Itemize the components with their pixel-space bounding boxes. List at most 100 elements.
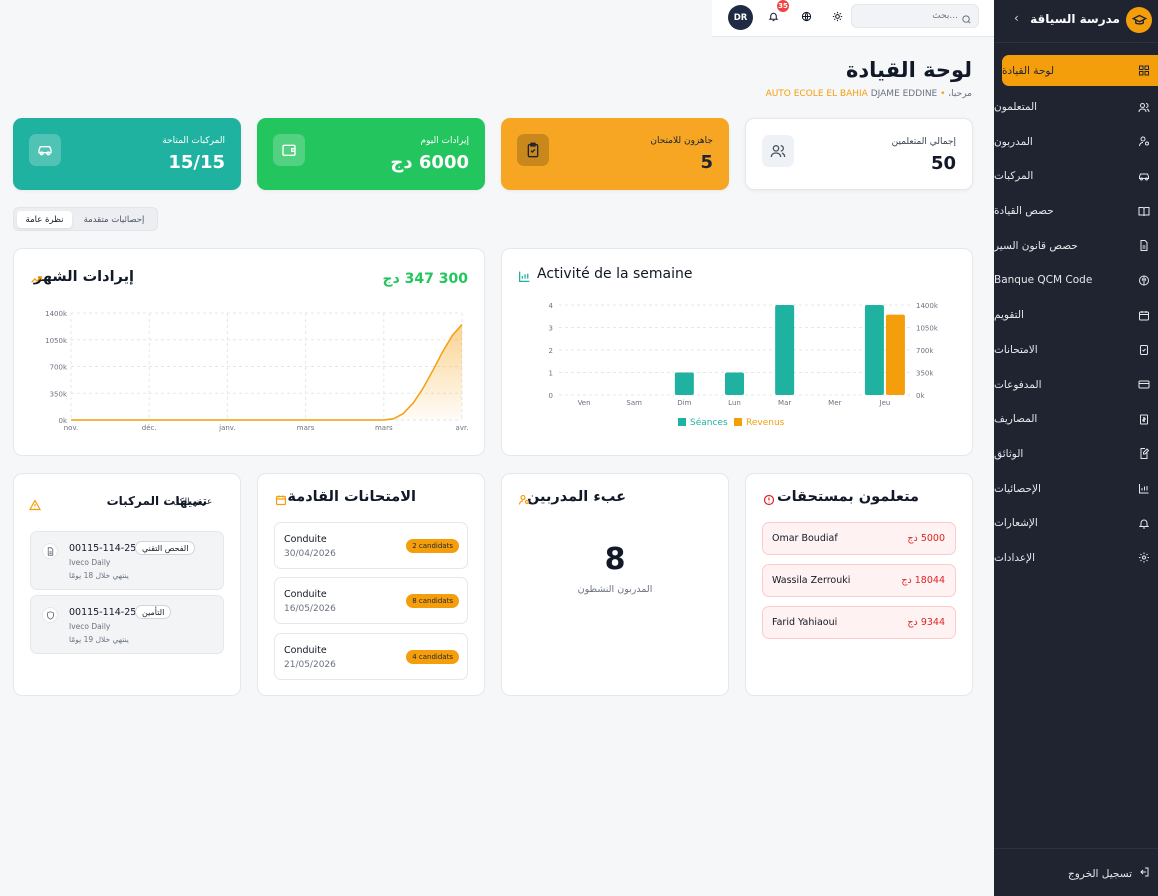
sidebar-item-exams[interactable]: الامتحانات: [994, 333, 1158, 368]
y-tick-label: 350k: [50, 390, 68, 398]
bar-seances: [725, 372, 744, 395]
sidebar-item-calendar[interactable]: التقويم: [994, 298, 1158, 333]
sidebar-item-expenses[interactable]: المصاريف: [994, 402, 1158, 437]
list-item[interactable]: Conduite 30/04/2026 2 candidats: [274, 522, 468, 569]
sidebar-item-learners[interactable]: المتعلمون: [994, 90, 1158, 125]
sidebar-item-code-lessons[interactable]: حصص قانون السير: [994, 228, 1158, 263]
stat-label: إيرادات اليوم: [420, 136, 470, 146]
exam-type: Conduite: [284, 589, 327, 600]
sidebar-item-label: الوثائق: [994, 447, 1024, 460]
list-item[interactable]: Farid Yahiaoui 9344 دج: [762, 606, 956, 639]
x-tick-label: mars: [375, 424, 393, 432]
sidebar-item-payments[interactable]: المدفوعات: [994, 367, 1158, 402]
language-button[interactable]: [796, 6, 816, 26]
list-item[interactable]: 00115-114-25 الفحص التقني Iveco Daily ين…: [30, 531, 224, 590]
x-tick-label: Mar: [778, 399, 791, 407]
search-input[interactable]: [868, 8, 958, 24]
learner-name: Wassila Zerrouki: [772, 575, 851, 586]
sidebar-item-settings[interactable]: الإعدادات: [994, 541, 1158, 576]
file-icon: [1137, 239, 1150, 252]
sidebar-item-label: الإحصائيات: [994, 482, 1041, 495]
expiry-text: ينتهي خلال 18 يومًا: [69, 571, 129, 580]
sidebar-item-label: Banque QCM Code: [994, 274, 1093, 287]
calendar-icon: [1137, 309, 1150, 322]
grid-icon: [1137, 64, 1150, 77]
bar-revenus: [885, 314, 905, 395]
sidebar: مدرسة السياقة ‹ لوحة القيادة المتعلمون ا…: [994, 0, 1158, 896]
notifications-button[interactable]: 35: [763, 0, 789, 26]
legend-label-revenus: Revenus: [746, 418, 785, 428]
y-tick-label-right: 1400k: [916, 302, 939, 310]
card-title: الامتحانات القادمة: [287, 489, 416, 505]
search-box[interactable]: [851, 4, 979, 28]
y-tick-label: 1050k: [45, 337, 68, 345]
gear-icon: [1137, 551, 1150, 564]
sidebar-item-driving-lessons[interactable]: حصص القيادة: [994, 194, 1158, 229]
exam-date: 16/05/2026: [284, 604, 336, 614]
stat-value: 50: [930, 153, 956, 174]
exam-date: 30/04/2026: [284, 549, 336, 559]
logout-button[interactable]: تسجيل الخروج: [1068, 866, 1150, 881]
sidebar-item-instructors[interactable]: المدربون: [994, 124, 1158, 159]
calendar-icon: [275, 491, 287, 510]
sidebar-item-label: المصاريف: [994, 413, 1038, 426]
upcoming-exams-card: الامتحانات القادمة Conduite 30/04/2026 2…: [257, 473, 485, 696]
due-amount: 9344 دج: [907, 617, 945, 628]
list-item[interactable]: Conduite 16/05/2026 8 candidats: [274, 577, 468, 624]
alert-type-tag: التأمين: [135, 605, 172, 619]
car-icon: [1137, 170, 1150, 183]
learner-name: Omar Boudiaf: [772, 533, 838, 544]
sidebar-item-vehicles[interactable]: المركبات: [994, 159, 1158, 194]
alert-type-tag: الفحص التقني: [135, 541, 196, 555]
collapse-chevron-icon[interactable]: ‹: [1014, 11, 1019, 25]
y-tick-label-right: 700k: [916, 347, 934, 355]
sidebar-item-qcm-bank[interactable]: Banque QCM Code: [994, 263, 1158, 298]
list-item[interactable]: 00115-114-25 التأمين Iveco Daily ينتهي خ…: [30, 595, 224, 654]
stat-card-available-vehicles: المركبات المتاحة 15/15: [13, 118, 241, 190]
vehicle-plate: 00115-114-25: [69, 607, 137, 618]
tab-advanced-stats[interactable]: إحصائيات متقدمة: [83, 214, 145, 225]
bar-seances: [674, 372, 694, 395]
sidebar-item-dashboard[interactable]: لوحة القيادة: [1002, 55, 1158, 86]
sidebar-item-documents[interactable]: الوثائق: [994, 437, 1158, 472]
bar-chart-icon: [1137, 482, 1150, 495]
bar-seances: [775, 305, 795, 395]
divider: [994, 848, 1158, 849]
sidebar-item-label: المركبات: [994, 170, 1034, 183]
exam-type: Conduite: [284, 534, 327, 545]
stat-value: 15/15: [168, 152, 225, 173]
list-item[interactable]: Wassila Zerrouki 18044 دج: [762, 564, 956, 597]
stat-card-total-learners: إجمالي المتعلمين 50: [745, 118, 973, 190]
chevron-left-icon: ‹: [164, 497, 168, 507]
card-title: إيرادات الشهر: [33, 269, 134, 285]
x-tick-label: janv.: [218, 424, 236, 432]
vehicle-plate: 00115-114-25: [69, 543, 137, 554]
sun-icon: [832, 7, 843, 26]
revenue-line: [71, 324, 463, 421]
theme-toggle-button[interactable]: [827, 6, 847, 26]
view-all-link[interactable]: ‹ عرض الكل: [164, 497, 212, 507]
y-tick-label: 700k: [50, 364, 68, 372]
vehicle-alerts-card: تنبيهات المركبات ‹ عرض الكل 00115-114-25…: [13, 473, 241, 696]
list-item[interactable]: Omar Boudiaf 5000 دج: [762, 522, 956, 555]
card-title: Activité de la semaine: [537, 266, 693, 282]
stat-label: المركبات المتاحة: [162, 136, 225, 146]
users-icon: [1137, 101, 1150, 114]
page-title: لوحة القيادة: [845, 58, 972, 82]
card-title: متعلمون بمستحقات: [777, 489, 919, 505]
tab-overview[interactable]: نظرة عامة: [17, 211, 72, 228]
y-tick-label-right: 350k: [916, 370, 934, 378]
stat-value: 6000 دج: [390, 152, 469, 173]
active-instructors-count: 8: [604, 542, 626, 577]
top-header: DR 35: [712, 0, 994, 37]
avatar[interactable]: DR: [728, 5, 753, 30]
x-tick-label: Lun: [728, 399, 741, 407]
sidebar-item-notifications[interactable]: الإشعارات: [994, 506, 1158, 541]
divider: [994, 42, 1158, 43]
candidates-badge: 2 candidats: [406, 539, 459, 553]
x-tick-label: mars: [297, 424, 315, 432]
clipboard-check-icon: [1137, 343, 1150, 356]
sidebar-item-statistics[interactable]: الإحصائيات: [994, 471, 1158, 506]
list-item[interactable]: Conduite 21/05/2026 4 candidats: [274, 633, 468, 680]
bar-seances: [864, 305, 884, 395]
